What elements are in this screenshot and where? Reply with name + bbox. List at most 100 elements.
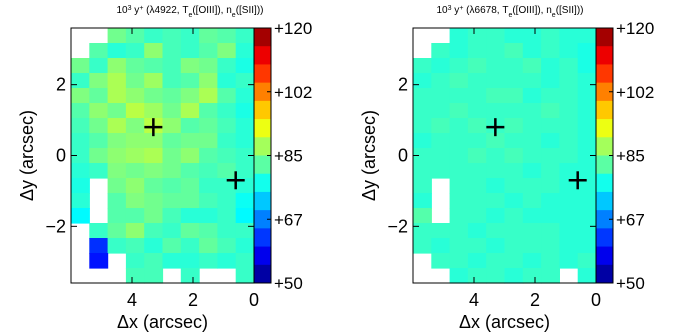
heatmap-cell bbox=[217, 88, 237, 104]
heatmap-cell bbox=[125, 208, 145, 224]
heatmap-cell bbox=[199, 223, 218, 239]
heatmap-cell bbox=[71, 118, 90, 134]
colorbar-segment bbox=[596, 210, 613, 229]
heatmap-cell bbox=[504, 133, 524, 149]
heatmap-cell bbox=[125, 253, 145, 269]
heatmap-cell bbox=[577, 88, 597, 104]
heatmap-cell bbox=[431, 73, 451, 89]
colorbar-segment bbox=[254, 228, 271, 248]
heatmap-cell bbox=[144, 208, 164, 224]
heatmap-cell bbox=[180, 148, 200, 164]
heatmap-cell bbox=[180, 208, 200, 224]
heatmap-cell bbox=[522, 73, 542, 89]
colorbar-segment bbox=[596, 173, 613, 193]
heatmap-cell bbox=[449, 88, 469, 104]
y-tick-label: 2 bbox=[398, 75, 408, 95]
heatmap-cell bbox=[199, 118, 218, 134]
heatmap-cell bbox=[486, 253, 506, 269]
heatmap-cell bbox=[144, 253, 164, 269]
heatmap-cell bbox=[486, 103, 506, 119]
y-axis-label: Δy (arcsec) bbox=[359, 110, 379, 201]
heatmap-cell bbox=[559, 178, 579, 194]
heatmap-cell bbox=[504, 178, 524, 194]
heatmap-cell bbox=[125, 118, 145, 134]
heatmap-cell bbox=[522, 238, 542, 254]
heatmap-cell bbox=[235, 193, 255, 209]
heatmap-cell bbox=[559, 103, 579, 119]
heatmap-cell bbox=[559, 238, 579, 254]
heatmap-cell bbox=[235, 238, 255, 254]
heatmap-cell bbox=[431, 133, 451, 149]
heatmap-cell bbox=[431, 43, 451, 59]
heatmap-cell bbox=[125, 223, 145, 239]
heatmap-cell bbox=[541, 73, 560, 89]
heatmap-cell bbox=[413, 223, 432, 239]
heatmap-cell bbox=[467, 73, 487, 89]
colorbar-segment bbox=[254, 28, 271, 47]
heatmap-cell bbox=[449, 43, 469, 59]
heatmap-cell bbox=[541, 133, 560, 149]
heatmap-cell bbox=[504, 148, 524, 164]
heatmap-cell bbox=[180, 223, 200, 239]
heatmap-cell bbox=[235, 73, 255, 89]
heatmap-cell bbox=[541, 148, 560, 164]
heatmap-cell bbox=[107, 88, 127, 104]
heatmap-cell bbox=[522, 223, 542, 239]
colorbar-segment bbox=[254, 191, 271, 211]
heatmap-cell bbox=[144, 103, 164, 119]
heatmap-cell bbox=[125, 28, 145, 44]
heatmap-cell bbox=[467, 208, 487, 224]
colorbar-segment bbox=[254, 210, 271, 229]
x-tick-label: 0 bbox=[249, 290, 259, 310]
heatmap-cell bbox=[180, 268, 200, 284]
heatmap-cell bbox=[125, 133, 145, 149]
heatmap-cell bbox=[449, 103, 469, 119]
heatmap-cell bbox=[486, 148, 506, 164]
heatmap-cell bbox=[541, 118, 560, 134]
heatmap-cell bbox=[125, 163, 145, 179]
heatmap-cell bbox=[235, 88, 255, 104]
cross-marker bbox=[486, 118, 505, 137]
heatmap-cell bbox=[559, 28, 579, 44]
heatmap-cell bbox=[89, 238, 109, 254]
heatmap-cell bbox=[467, 163, 487, 179]
heatmap-cell bbox=[541, 178, 560, 194]
heatmap-cell bbox=[413, 208, 432, 224]
heatmap-cell bbox=[449, 148, 469, 164]
heatmap-cell bbox=[199, 148, 218, 164]
heatmap-cell bbox=[199, 163, 218, 179]
heatmap-cell bbox=[486, 223, 506, 239]
heatmap-cell bbox=[235, 133, 255, 149]
colorbar-segment bbox=[254, 155, 271, 175]
heatmap-cell bbox=[217, 163, 237, 179]
heatmap-cell bbox=[199, 193, 218, 209]
heatmap-cell bbox=[180, 253, 200, 269]
heatmap-cell bbox=[71, 193, 90, 209]
heatmap-cell bbox=[162, 253, 182, 269]
heatmap-cell bbox=[522, 118, 542, 134]
heatmap-cell bbox=[180, 73, 200, 89]
heatmap-cell bbox=[199, 43, 218, 59]
heatmap-cell bbox=[522, 28, 542, 44]
heatmap-cell bbox=[235, 58, 255, 74]
heatmap-cell bbox=[125, 103, 145, 119]
heatmap-cell bbox=[541, 163, 560, 179]
heatmap-cell bbox=[467, 28, 487, 44]
heatmap-cell bbox=[89, 148, 109, 164]
heatmap-cell bbox=[486, 133, 506, 149]
heatmap-cell bbox=[144, 178, 164, 194]
heatmap-cell bbox=[577, 223, 597, 239]
heatmap-cell bbox=[199, 178, 218, 194]
heatmap-cell bbox=[89, 223, 109, 239]
y-tick-label: −2 bbox=[387, 216, 408, 236]
colorbar-tick-label: +102 bbox=[616, 83, 654, 102]
heatmap-cell bbox=[125, 238, 145, 254]
heatmap-cell bbox=[522, 43, 542, 59]
heatmap-cell bbox=[449, 178, 469, 194]
heatmap-cell bbox=[217, 73, 237, 89]
heatmap-cell bbox=[199, 28, 218, 44]
heatmap-cell bbox=[486, 58, 506, 74]
heatmap-cell bbox=[71, 148, 90, 164]
colorbar-segment bbox=[596, 155, 613, 175]
